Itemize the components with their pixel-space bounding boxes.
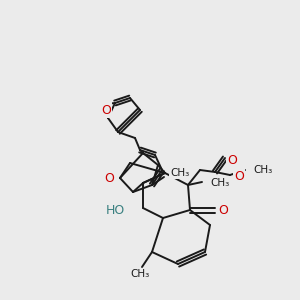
- Text: O: O: [104, 172, 114, 184]
- Text: CH₃: CH₃: [130, 269, 150, 279]
- Text: CH₃: CH₃: [170, 168, 189, 178]
- Text: O: O: [234, 170, 244, 184]
- Text: CH₃: CH₃: [253, 165, 272, 175]
- Text: O: O: [218, 203, 228, 217]
- Text: O: O: [101, 103, 111, 116]
- Text: O: O: [227, 154, 237, 167]
- Text: CH₃: CH₃: [210, 178, 229, 188]
- Text: HO: HO: [106, 203, 125, 217]
